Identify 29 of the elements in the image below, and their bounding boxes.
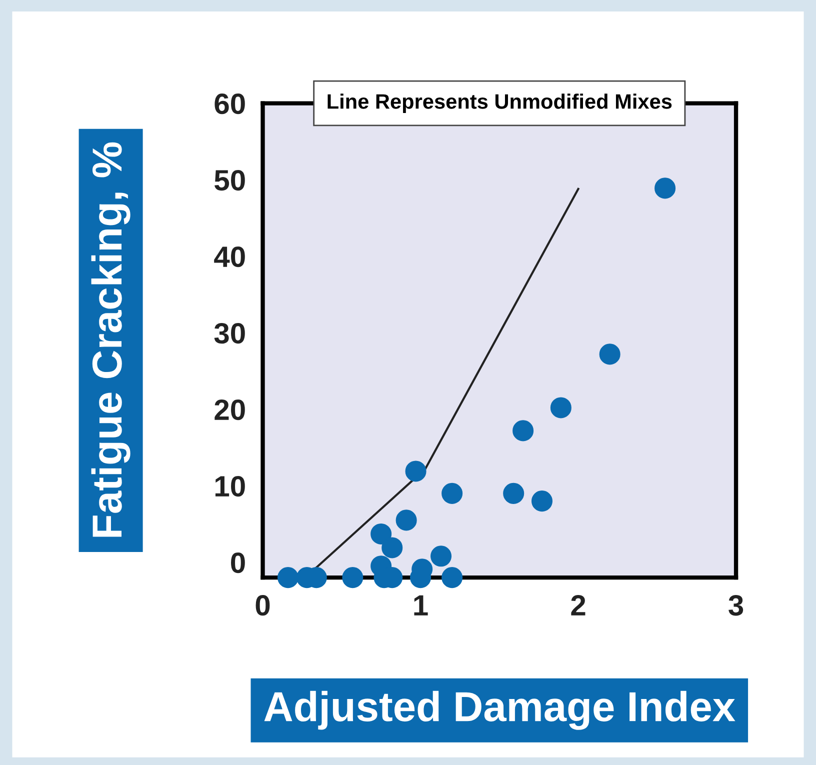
point [531, 490, 553, 512]
point [442, 567, 463, 588]
point [512, 420, 534, 442]
point [599, 344, 620, 365]
point [370, 523, 392, 544]
point [277, 567, 299, 588]
point [430, 546, 452, 567]
point [550, 397, 572, 418]
y-tick-label: 10 [215, 476, 245, 497]
x-tick-label: 1 [414, 595, 428, 616]
point [396, 510, 417, 531]
x-axis-title: Adjusted Damage Index [264, 690, 736, 730]
point [382, 537, 403, 558]
point [342, 567, 364, 588]
annotation: Line Represents Unmodified Mixes [328, 94, 672, 113]
point [654, 178, 676, 199]
point [442, 482, 463, 504]
x-tick-label: 2 [571, 595, 586, 616]
x-tick-label: 3 [728, 595, 744, 616]
y-tick-label: 20 [214, 399, 245, 420]
y-tick-label: 40 [214, 246, 245, 268]
y-tick-label: 0 [231, 552, 245, 574]
point [503, 482, 524, 504]
y-tick-label: 60 [214, 93, 245, 114]
x-tick-label: 0 [256, 595, 270, 616]
y-tick-label: 50 [214, 170, 245, 191]
y-tick-label: 30 [214, 322, 245, 344]
y-axis-title: Fatigue Cracking, % [91, 142, 130, 537]
point [405, 460, 426, 482]
